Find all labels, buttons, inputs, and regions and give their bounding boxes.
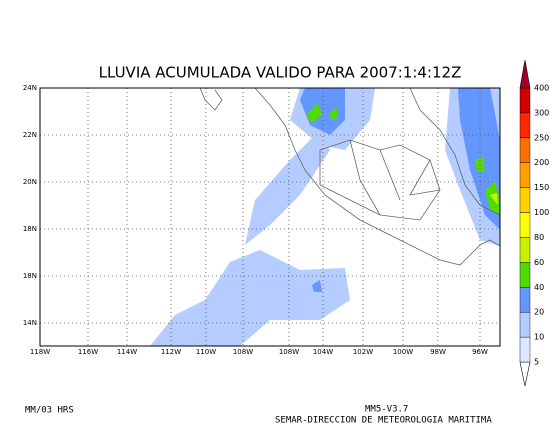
lat-label: 20N [23, 178, 37, 186]
colorbar-bin [519, 112, 531, 139]
coastlines [199, 88, 500, 266]
colorbar-bin [519, 137, 531, 163]
footer-model: MM5-V3.7 [365, 405, 408, 415]
lon-label: 104W [313, 348, 333, 356]
colorbar-bin [519, 237, 531, 263]
colorbar-low-triangle [519, 361, 531, 387]
lon-label: 108W [233, 348, 253, 356]
lon-label: 108W [279, 348, 299, 356]
lat-label: 22N [23, 131, 37, 139]
colorbar-label: 40 [534, 283, 544, 292]
colorbar-bin [519, 212, 531, 238]
colorbar-label: 200 [534, 158, 549, 167]
lat-label: 18N [23, 225, 37, 233]
lon-label: 114W [117, 348, 137, 356]
lat-label: 24N [23, 84, 37, 92]
colorbar-label: 400 [534, 84, 549, 93]
colorbar: 5 10 20 40 60 80 100 150 200 250 300 400 [519, 59, 549, 387]
lon-label: 110W [196, 348, 216, 356]
footer-left: MM/03 HRS [25, 406, 74, 416]
lon-label: 116W [78, 348, 98, 356]
colorbar-bin [519, 87, 531, 114]
colorbar-bin [519, 162, 531, 188]
graticule [40, 88, 500, 346]
colorbar-bin [519, 187, 531, 213]
map-panel [39, 87, 501, 347]
lon-label: 96W [472, 348, 488, 356]
colorbar-label: 100 [534, 208, 549, 217]
colorbar-bin [519, 287, 531, 313]
colorbar-label: 20 [534, 308, 544, 317]
map-frame [39, 87, 501, 347]
lon-label: 102W [353, 348, 373, 356]
footer-agency: SEMAR-DIRECCION DE METEOROLOGIA MARITIMA [275, 416, 492, 425]
colorbar-label: 10 [534, 333, 544, 342]
precip-field [150, 88, 500, 346]
colorbar-label: 300 [534, 108, 549, 117]
lon-label: 98W [430, 348, 446, 356]
colorbar-label: 150 [534, 183, 549, 192]
lat-label: 18N [23, 272, 37, 280]
colorbar-label: 250 [534, 133, 549, 142]
colorbar-label: 5 [534, 358, 539, 367]
lon-label: 118W [30, 348, 50, 356]
lat-label: 14N [23, 319, 37, 327]
colorbar-bin [519, 311, 531, 338]
colorbar-label: 60 [534, 258, 544, 267]
colorbar-label: 80 [534, 233, 544, 242]
lon-label: 112W [161, 348, 181, 356]
lon-label: 100W [393, 348, 413, 356]
map-title: LLUVIA ACUMULADA VALIDO PARA 2007:1:4:12… [99, 64, 462, 82]
colorbar-bin [519, 262, 531, 288]
colorbar-high-triangle [519, 59, 531, 89]
colorbar-bin [519, 336, 531, 363]
